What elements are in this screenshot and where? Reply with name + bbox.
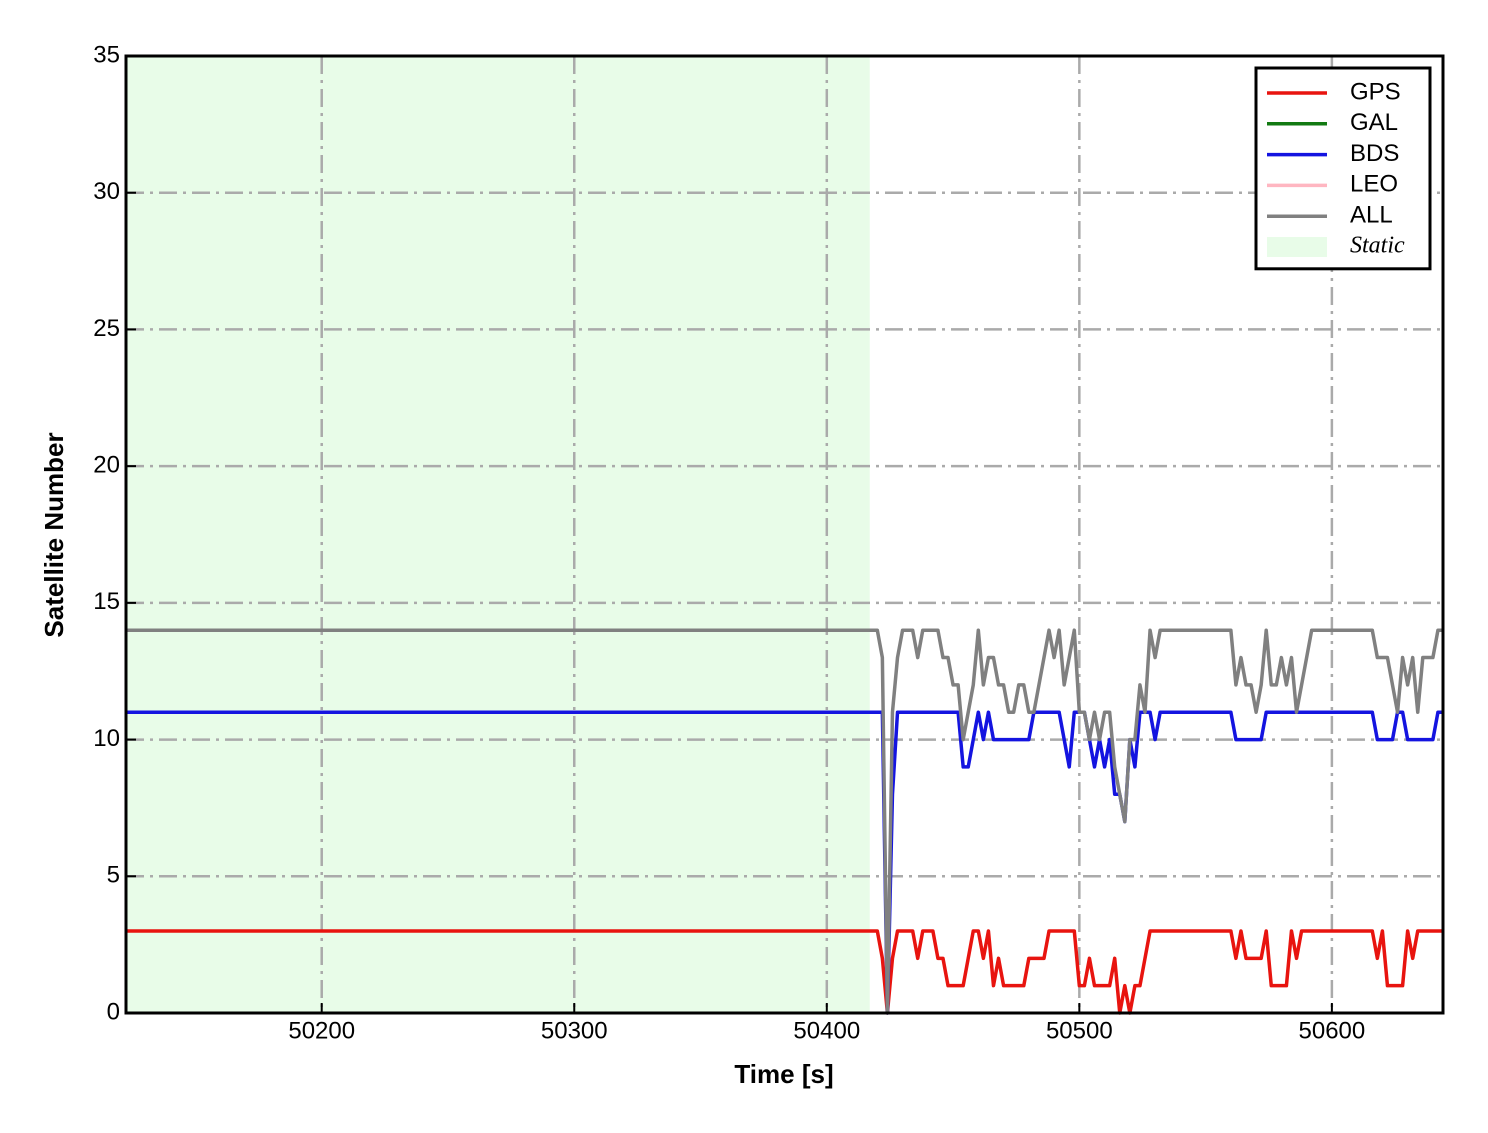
legend-label: BDS [1350, 140, 1399, 167]
x-tick-label: 50300 [541, 1017, 608, 1044]
x-tick-label: 50600 [1299, 1017, 1366, 1044]
plot-frame [124, 54, 1445, 1015]
series-line [127, 929, 1443, 1015]
legend-swatch [1267, 237, 1327, 257]
legend-label: ALL [1350, 202, 1393, 229]
series-line [127, 710, 1443, 1015]
series-line [127, 628, 1443, 1015]
y-tick-label: 25 [93, 315, 120, 342]
y-tick-label: 5 [107, 862, 120, 889]
legend-label: Static [1350, 233, 1405, 259]
x-tick-label: 50200 [288, 1017, 355, 1044]
x-tick-label: 50500 [1046, 1017, 1113, 1044]
x-tick-label: 50400 [793, 1017, 860, 1044]
y-tick-label: 30 [93, 178, 120, 205]
legend-box [1254, 66, 1432, 271]
y-axis-label: Satellite Number [39, 432, 69, 637]
y-tick-label: 35 [93, 41, 120, 68]
legend-label: GAL [1350, 109, 1398, 136]
y-tick-label: 10 [93, 725, 120, 752]
y-tick-label: 15 [93, 588, 120, 615]
y-tick-label: 0 [107, 998, 120, 1025]
legend-label: LEO [1350, 171, 1398, 198]
shaded-region [126, 56, 870, 1013]
legend-label: GPS [1350, 78, 1401, 105]
x-axis-label: Time [s] [734, 1059, 833, 1089]
y-tick-label: 20 [93, 451, 120, 478]
